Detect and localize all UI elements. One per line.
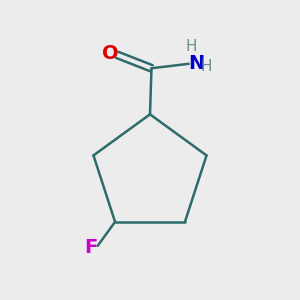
- Text: O: O: [103, 44, 119, 63]
- Text: H: H: [201, 59, 212, 74]
- Text: H: H: [185, 39, 197, 54]
- Text: F: F: [84, 238, 98, 257]
- Text: N: N: [189, 54, 205, 73]
